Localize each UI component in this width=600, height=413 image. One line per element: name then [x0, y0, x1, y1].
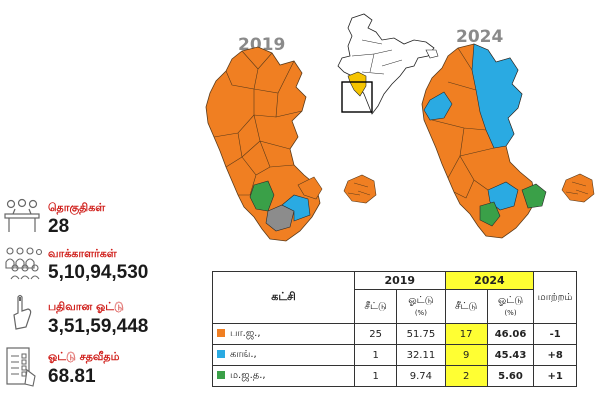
- table-row: பா.ஜ., 25 51.75 17 46.06 -1: [211, 323, 577, 345]
- map-2024-jds-region: [479, 201, 501, 227]
- map-2024-congress-north: [471, 43, 523, 149]
- karnataka-highlight: [347, 71, 367, 97]
- voters-label: வாக்காளர்கள்: [48, 247, 117, 260]
- inked-finger-icon: [13, 294, 32, 330]
- votes-2019-header: ஓட்டு (%): [396, 289, 446, 324]
- seats-2024-cell: 2: [444, 365, 488, 387]
- polled-votes-value: 3,51,59,448: [48, 316, 149, 337]
- votes-2024-cell: 46.06: [486, 323, 535, 345]
- seats-2024-cell: 9: [444, 344, 488, 366]
- people-at-table-icon: [4, 198, 40, 232]
- crowd-icon: [5, 247, 43, 280]
- locator-box: [341, 81, 373, 113]
- year-label-2024: 2024: [456, 27, 504, 47]
- seats-2019-cell: 25: [354, 323, 398, 345]
- map-2019-bjp-region: [205, 46, 321, 242]
- votes-2024-cell: 5.60: [486, 365, 535, 387]
- karnataka-map-2019: [205, 46, 377, 242]
- bjp-swatch: [217, 329, 225, 337]
- change-cell: +1: [533, 365, 577, 387]
- seats-2019-cell: 1: [354, 365, 398, 387]
- voters-value: 5,10,94,530: [48, 262, 149, 283]
- map-2024-jds-region-2: [521, 183, 547, 209]
- jds-swatch: [217, 371, 225, 379]
- votes-2019-cell: 32.11: [396, 344, 446, 366]
- votes-2019-cell: 9.74: [396, 365, 446, 387]
- constituencies-label: தொகுதிகள்: [48, 201, 106, 214]
- party-cell: பா.ஜ.,: [211, 323, 356, 345]
- change-cell: +8: [533, 344, 577, 366]
- year1-header: 2019: [354, 271, 446, 290]
- party-cell: ம.ஜ.த.,: [211, 365, 356, 387]
- polled-votes-label: பதிவான ஓட்டு: [48, 300, 124, 313]
- table-row: ம.ஜ.த., 1 9.74 2 5.60 +1: [211, 365, 577, 387]
- votes-2019-cell: 51.75: [396, 323, 446, 345]
- seats-2019-cell: 1: [354, 344, 398, 366]
- votes-2024-cell: 45.43: [486, 344, 535, 366]
- party-cell: காங்.,: [211, 344, 356, 366]
- map-2024-congress-south: [487, 181, 519, 211]
- seats-2019-header: சீட்டு: [354, 289, 398, 324]
- vote-percentage-label: ஓட்டு சதவீதம்: [48, 350, 120, 363]
- karnataka-map-2024: [421, 43, 595, 239]
- seats-2024-cell: 17: [444, 323, 488, 345]
- votes-2024-header: ஓட்டு (%): [486, 289, 535, 324]
- year2-header: 2024: [444, 271, 535, 290]
- bangalore-inset-2019: [343, 174, 377, 204]
- ballot-machine-icon: [6, 347, 36, 387]
- results-table: கட்சி 2019 2024 மாற்றம் சீட்டு ஓட்டு (%) …: [211, 271, 577, 387]
- bangalore-inset-2024: [561, 173, 595, 203]
- vote-percentage-value: 68.81: [48, 366, 96, 387]
- table-row: காங்., 1 32.11 9 45.43 +8: [211, 344, 577, 366]
- congress-swatch: [217, 350, 225, 358]
- india-locator-map: [337, 13, 439, 115]
- seats-2024-header: சீட்டு: [444, 289, 488, 324]
- party-header: கட்சி: [211, 271, 356, 324]
- map-2019-congress-region: [281, 194, 311, 222]
- map-2024-congress-west: [423, 91, 453, 121]
- constituencies-value: 28: [48, 216, 70, 237]
- change-cell: -1: [533, 323, 577, 345]
- change-header: மாற்றம்: [533, 271, 577, 324]
